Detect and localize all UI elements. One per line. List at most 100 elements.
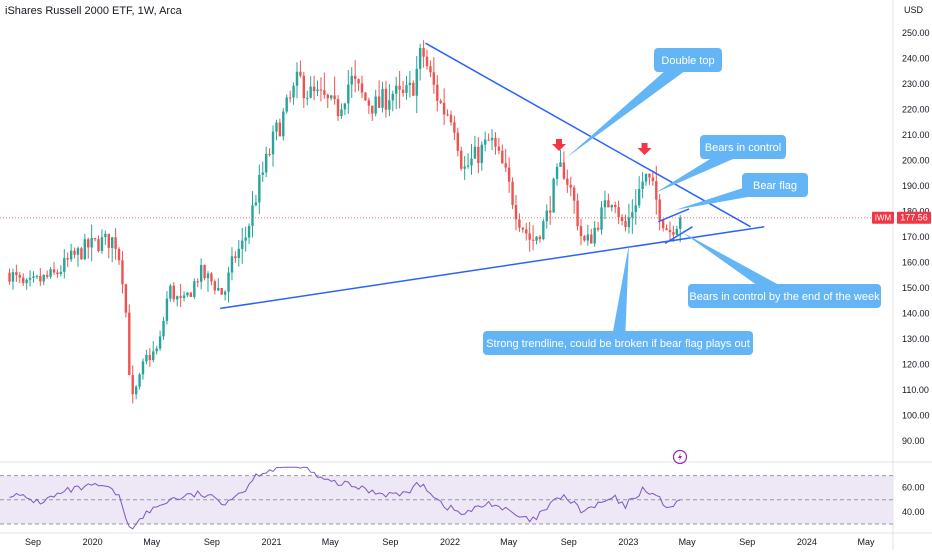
candle-body — [470, 158, 473, 166]
candle-body — [8, 272, 11, 282]
candle-body — [295, 71, 299, 86]
candle-body — [316, 89, 319, 92]
candle-body — [329, 95, 333, 99]
candle-body — [251, 205, 254, 226]
candle-body — [278, 122, 282, 137]
candle-body — [176, 296, 179, 300]
candle-body — [66, 257, 69, 260]
candle-body — [511, 181, 514, 205]
price-tick-label: 110.00 — [902, 385, 929, 395]
candle-body — [552, 178, 555, 213]
price-tick-label: 210.00 — [902, 130, 930, 140]
candle-body — [504, 163, 507, 168]
candle-body — [258, 174, 261, 203]
candle-body — [217, 288, 220, 291]
candle-body — [494, 137, 497, 147]
price-tick-label: 100.00 — [902, 411, 930, 421]
candle-body — [514, 204, 518, 220]
candle-body — [237, 248, 241, 259]
callout-text: Bears in control by the end of the week — [689, 291, 880, 303]
candle-body — [381, 88, 384, 108]
candle-body — [398, 85, 401, 90]
callout-box — [483, 331, 753, 355]
candle-body — [518, 219, 521, 228]
candle-body — [600, 207, 603, 230]
candle-body — [593, 227, 596, 244]
candle-body — [292, 85, 295, 98]
candle-body — [107, 233, 110, 248]
time-tick-label: Sep — [204, 537, 220, 547]
candle-body — [134, 386, 138, 395]
currency-label: USD — [904, 5, 924, 15]
candle-body — [473, 146, 477, 159]
candle-body — [326, 94, 329, 99]
candle-body — [39, 275, 42, 282]
time-tick-label: May — [143, 537, 161, 547]
candle-body — [422, 48, 425, 57]
candle-body — [186, 292, 189, 296]
candle-body — [52, 269, 56, 273]
time-tick-label: May — [322, 537, 340, 547]
candle-body — [391, 93, 394, 101]
candle-body — [360, 83, 364, 93]
candle-body — [549, 210, 552, 213]
time-tick-label: May — [679, 537, 697, 547]
candle-body — [18, 275, 22, 278]
candle-body — [665, 228, 668, 231]
price-tick-label: 230.00 — [902, 79, 930, 89]
candle-body — [261, 172, 264, 175]
candle-body — [268, 153, 271, 155]
candle-body — [319, 89, 323, 91]
candle-body — [590, 234, 593, 244]
candle-body — [45, 274, 49, 277]
callout-pointer — [566, 54, 693, 158]
callout-box — [700, 135, 786, 159]
rsi-line — [9, 466, 681, 530]
candle-body — [545, 210, 548, 222]
down-arrow-icon — [637, 143, 652, 155]
candle-body — [83, 239, 87, 260]
candle-body — [22, 277, 25, 284]
callout-text: Double top — [661, 55, 714, 67]
candle-body — [93, 238, 97, 240]
candle-body — [388, 100, 391, 110]
time-tick-label: 2022 — [440, 537, 460, 547]
candle-body — [408, 82, 412, 86]
price-tick-label: 220.00 — [902, 105, 930, 115]
candle-body — [661, 219, 665, 229]
candle-body — [521, 227, 525, 230]
callout-pointer — [611, 244, 629, 344]
price-tick-label: 240.00 — [902, 54, 930, 64]
candle-body — [343, 103, 347, 110]
candle-body — [446, 114, 449, 116]
last-price-tag — [897, 211, 931, 224]
chart-title: iShares Russell 2000 ETF, 1W, Arca — [5, 5, 182, 17]
candle-body — [172, 285, 175, 300]
callout-box — [688, 284, 881, 308]
candle-body — [114, 237, 117, 249]
candle-body — [535, 236, 538, 241]
candle-body — [244, 237, 247, 241]
time-tick-label: Sep — [561, 537, 577, 547]
candle-body — [456, 132, 460, 151]
candle-body — [152, 351, 155, 361]
candle-body — [28, 277, 32, 280]
candle-body — [169, 285, 172, 299]
candle-body — [100, 237, 104, 251]
candle-body — [460, 150, 463, 169]
candle-body — [32, 276, 35, 278]
candle-body — [641, 181, 644, 190]
callout-box — [654, 48, 722, 72]
candle-body — [525, 229, 528, 234]
lightning-bolt — [678, 453, 682, 461]
candle-body — [282, 111, 285, 137]
candle-body — [312, 86, 316, 92]
candle-body — [644, 173, 648, 182]
candle-body — [586, 234, 590, 241]
candle-body — [288, 97, 292, 99]
candle-body — [234, 256, 237, 259]
candle-body — [97, 239, 100, 251]
callout-text: Bear flag — [753, 180, 797, 192]
candle-body — [371, 105, 374, 114]
